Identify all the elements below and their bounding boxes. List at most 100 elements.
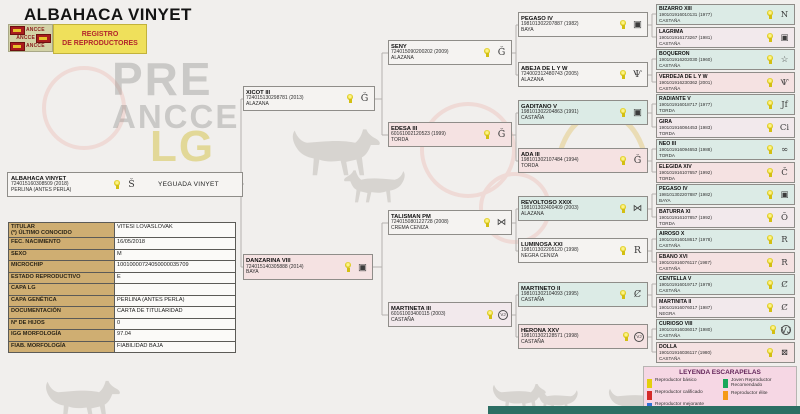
info-row-nacimiento: FEC. NACIMIENTO 16/05/2018: [9, 238, 236, 250]
pedigree-box-lagrima[interactable]: LAGRIMA 190101916173267 (1981) CASTAÑA ▣: [656, 27, 795, 48]
rosette-icon: [767, 234, 773, 245]
horse-name: PEGASO IV: [521, 15, 553, 22]
rosette-icon: [770, 324, 776, 335]
pedigree-box-radiante-v[interactable]: RADIANTE V 190101916018717 (1977) TORDA Jf: [656, 94, 795, 115]
pedigree-box-dolla[interactable]: DOLLA 190101916036117 (1980) CASTAÑA ⊠: [656, 342, 795, 363]
horse-name: PEGASO IV: [659, 186, 688, 193]
legend-item-joven-recomendado: Joven Reproductor Recomendado: [723, 378, 793, 388]
pedigree-box-ada-iii[interactable]: ADA III 198101302107484 (1994) TORDA Ǧ: [518, 148, 648, 173]
rosette-icon: [620, 245, 626, 256]
horse-name: MARTINETO II: [521, 285, 561, 292]
horse-coat: CASTAÑA: [659, 287, 681, 293]
pedigree-box-seny[interactable]: SENY 724015090200202 (2009) ALAZANA Ǧ: [388, 40, 512, 65]
pedigree-box-abeja-de-l-y-w[interactable]: ABEJA DE L Y W 724002312480743 (2005) ALAZ…: [518, 62, 648, 87]
rosette-icon: [767, 122, 773, 133]
pedigree-box-gaditano-v[interactable]: GADITANO V 198101302204863 (1991) CASTAÑA …: [518, 100, 648, 125]
info-value: M: [115, 249, 236, 260]
rosette-icon: [767, 144, 773, 155]
horse-name: ELEGIDA XIV: [659, 164, 692, 171]
pedigree-box-xicot-iii[interactable]: XICOT III 724015130298781 (2013) ALAZANA Ǧ: [243, 86, 375, 111]
rosette-icon: [767, 77, 773, 88]
horse-name: GIRA: [659, 119, 672, 126]
pedigree-box-martinita-ii[interactable]: MARTINITA II 190101916076017 (1987) NEGRA …: [656, 297, 795, 318]
pedigree-box-bizarro-xiii[interactable]: BIZARRO XIII 190101916010131 (1977) CASTAÑ…: [656, 4, 795, 25]
info-label: CAPA GENÉTICA: [9, 295, 115, 306]
horse-id: 198101302207887 (1982): [659, 192, 712, 198]
brand-icon: ▣: [633, 107, 642, 118]
pedigree-box-martineto-ii[interactable]: MARTINETO II 198101302104093 (1995) CASTAÑ…: [518, 282, 648, 307]
pedigree-box-neo-iii[interactable]: NEO III 190101916094653 (1988) TORDA ∞: [656, 139, 795, 160]
horse-id: 190101916018617 (1978): [659, 237, 712, 243]
brand-icon: ⋈: [632, 203, 643, 214]
horse-coat: TORDA: [659, 130, 675, 136]
pedigree-box-elegida-xiv[interactable]: ELEGIDA XIV 190101916107657 (1992) TORDA Č: [656, 162, 795, 183]
horse-name: AIROSO X: [659, 231, 685, 238]
horse-coat: NEGRA: [659, 310, 676, 316]
pedigree-box-ebano-xvi[interactable]: EBANO XVI 190101916076117 (1987) CASTAÑA R: [656, 252, 795, 273]
horse-coat: CASTAÑA: [659, 62, 681, 68]
registry-banner-line1: REGISTRO: [81, 31, 119, 38]
horse-name: REVOLTOSO XXIX: [521, 199, 572, 206]
info-row-igg: IGG MORFOLOGÍA 97.04: [9, 330, 236, 342]
horse-name: CENTELLA V: [659, 276, 692, 283]
pedigree-box-boqueron[interactable]: BOQUERON 190101916202030 (1960) CASTAÑA ☆: [656, 49, 795, 70]
pedigree-box-baturra-xi[interactable]: BATURRA XI 190101916107857 (1992) TORDA Ŏ: [656, 207, 795, 228]
horse-coat: TORDA: [521, 162, 539, 169]
brand-icon: Ѱ: [780, 77, 789, 88]
horse-id: 190101916010131 (1977): [659, 12, 712, 18]
horse-name: ABEJA DE L Y W: [521, 65, 568, 72]
horse-id: 724015130298781 (2013): [246, 95, 304, 102]
horse-coat: CASTAÑA: [659, 17, 681, 23]
horse-name: LUMINOSA XXI: [521, 241, 563, 248]
pedigree-box-danzarina-viii[interactable]: DANZARINA VIII 724015140305888 (2014) BAYA…: [243, 254, 373, 280]
horse-id: 198101302207887 (1982): [521, 21, 579, 28]
pedigree-box-curioso-viii[interactable]: CURIOSO VIII 190101916036017 (1980) CASTAÑ…: [656, 319, 795, 340]
brand-icon: Ȼ: [781, 302, 788, 313]
pedigree-box-herona-xxv[interactable]: HERONA XXV 198101302128571 (1998) CASTAÑA …: [518, 324, 648, 349]
pedigree-box-centella-v[interactable]: CENTELLA V 190101916019717 (1979) CASTAÑA …: [656, 274, 795, 295]
brand-icon: Jf: [781, 99, 788, 110]
rosette-icon: [767, 347, 773, 358]
pedigree-box-luminosa-xxi[interactable]: LUMINOSA XXI 198101302205120 (1998) NEGRA …: [518, 238, 648, 263]
brand-icon: VJ: [498, 309, 508, 320]
horse-name: MARTINITA II: [659, 299, 692, 306]
pedigree-box-gira[interactable]: GIRA 190101916084453 (1983) TORDA Ci: [656, 117, 795, 138]
horse-coat: TORDA: [659, 107, 675, 113]
brand-icon: R: [781, 234, 788, 245]
horse-coat: ALAZANA: [391, 54, 414, 61]
pedigree-box-verdeja-de-l-y-w[interactable]: VERDEJA DE L Y W 190101916230362 (2001) CA…: [656, 72, 795, 93]
pedigree-box-albahaca-vinyet[interactable]: ALBAHACA VINYET 724015160308509 (2018) P…: [7, 172, 243, 197]
horse-id: 60161003400115 (2003): [391, 311, 446, 318]
pedigree-box-pegaso-iv-2[interactable]: PEGASO IV 198101302207887 (1982) BAYA ▣: [656, 184, 795, 205]
brand-icon: Ǧ: [360, 93, 369, 104]
horse-name: TALISMAN PM: [391, 213, 431, 220]
horse-coat: PERLINA (ANTES PERLA): [11, 186, 72, 193]
horse-coat: TORDA: [659, 220, 675, 226]
horse-id: 198101302107484 (1994): [521, 157, 579, 164]
legend-item-calificado: Reproductor calificado: [647, 390, 719, 400]
registry-banner-line2: DE REPRODUCTORES: [62, 40, 138, 47]
horse-id: 190101916076017 (1987): [659, 305, 712, 311]
horse-name: ALBAHACA VINYET: [11, 175, 67, 182]
brand-icon: R: [781, 257, 788, 268]
pedigree-box-pegaso-iv[interactable]: PEGASO IV 198101302207887 (1982) BAYA ▣: [518, 12, 648, 37]
info-value: 16/05/2018: [115, 238, 236, 249]
pedigree-box-edesa-iii[interactable]: EDESA III 60161002120523 (1999) TORDA Ǧ: [388, 122, 512, 147]
rosette-icon: [620, 107, 626, 118]
horse-coat: ALAZANA: [521, 76, 544, 83]
pedigree-box-martineta-iii[interactable]: MARTINETA III 60161003400115 (2003) CASTAÑ…: [388, 302, 512, 327]
pedigree-box-talisman-pm[interactable]: TALISMAN PM 724015080122728 (2008) CREMA C…: [388, 210, 512, 235]
pedigree-box-revoltoso-xxix[interactable]: REVOLTOSO XXIX 198101302400409 (2003) ALAZ…: [518, 196, 648, 221]
horse-name: MARTINETA III: [391, 305, 431, 312]
pedigree-box-airoso-x[interactable]: AIROSO X 190101916018617 (1978) CASTAÑA R: [656, 229, 795, 250]
info-row-sexo: SEXO M: [9, 249, 236, 261]
horse-id: 198101302204863 (1991): [521, 109, 579, 116]
info-label: SEXO: [9, 249, 115, 260]
horse-name: DOLLA: [659, 344, 677, 351]
horse-coat: BAYA: [246, 269, 259, 276]
rosette-icon: [767, 257, 773, 268]
horse-id: 190101916084453 (1983): [659, 125, 712, 131]
brand-icon: Č: [781, 167, 788, 178]
watermark-pre: PRE: [112, 53, 213, 105]
horse-info-table: TITULAR (*) ÚLTIMO CONOCIDO VITESI LOVAS…: [8, 222, 236, 353]
